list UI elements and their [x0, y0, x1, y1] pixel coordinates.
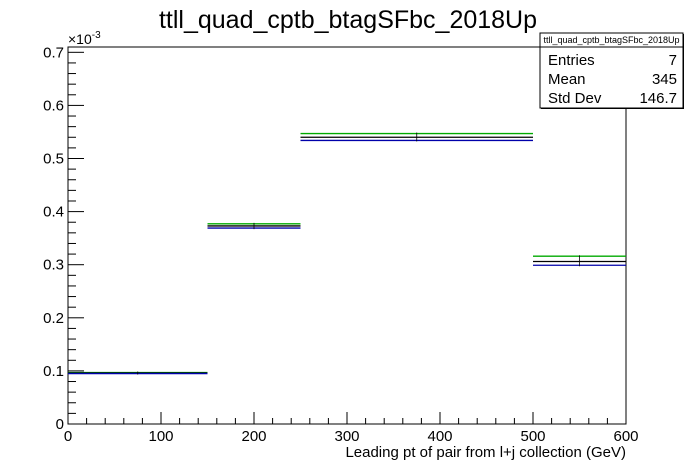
y-axis: 0 0.1 0.2 0.3 0.4 0.5 0.6 0.7 — [43, 44, 84, 433]
y-tick-label: 0.2 — [43, 310, 64, 327]
x-tick-label: 500 — [520, 428, 545, 445]
stats-box: ttll_quad_cptb_btagSFbc_2018Up Entries 7 Me… — [539, 32, 684, 109]
stats-value-mean: 345 — [652, 71, 677, 88]
stats-value-entries: 7 — [669, 52, 677, 69]
x-tick-label: 300 — [334, 428, 359, 445]
y-tick-label: 0.6 — [43, 97, 64, 114]
y-tick-label: 0 — [56, 416, 64, 433]
y-tick-label: 0.1 — [43, 363, 64, 380]
y-tick-label: 0.3 — [43, 257, 64, 274]
x-tick-label: 100 — [148, 428, 173, 445]
stats-value-std-dev: 146.7 — [639, 90, 677, 107]
stats-box-title: ttll_quad_cptb_btagSFbc_2018Up — [543, 35, 679, 45]
y-exponent-power: -3 — [92, 30, 101, 41]
y-exponent-base: ×10 — [68, 31, 92, 47]
stats-label-std-dev: Std Dev — [548, 90, 602, 107]
y-tick-label: 0.5 — [43, 151, 64, 168]
stats-label-mean: Mean — [548, 71, 586, 88]
x-tick-label: 200 — [241, 428, 266, 445]
y-axis-exponent: ×10-3 — [68, 30, 101, 47]
chart-title: ttll_quad_cptb_btagSFbc_2018Up — [159, 6, 537, 34]
x-tick-label: 0 — [64, 428, 72, 445]
x-axis: 0 100 200 300 400 500 600 — [64, 412, 639, 445]
histogram-bars — [68, 132, 626, 375]
stats-box-frame — [539, 32, 684, 109]
y-tick-label: 0.7 — [43, 44, 64, 61]
x-axis-title: Leading pt of pair from l+j collection (… — [345, 444, 626, 461]
x-tick-label: 600 — [613, 428, 638, 445]
x-tick-label: 400 — [427, 428, 452, 445]
y-tick-label: 0.4 — [43, 204, 64, 221]
stats-label-entries: Entries — [548, 52, 595, 69]
